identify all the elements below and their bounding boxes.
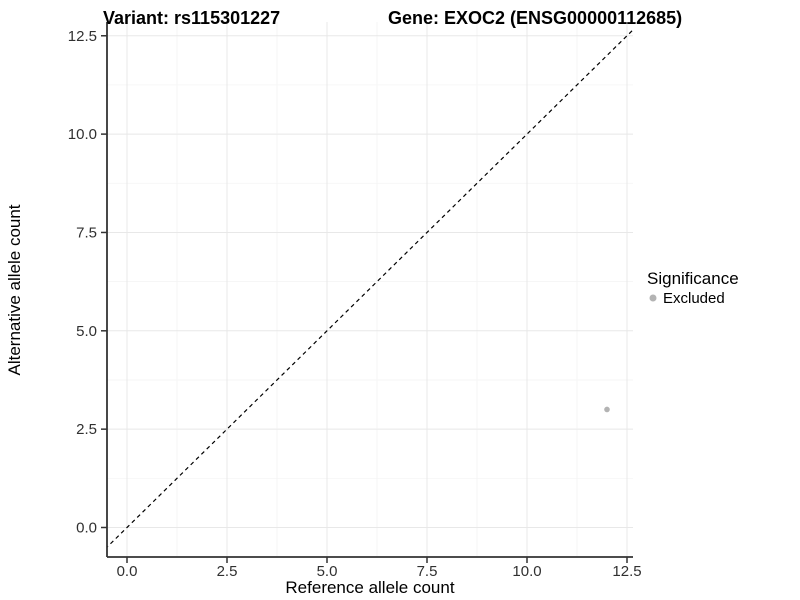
identity-reference-line [107,29,633,549]
plot-title-gene: Gene: EXOC2 (ENSG00000112685) [388,8,682,28]
legend: Significance Excluded [647,269,739,307]
major-gridlines [107,22,633,557]
legend-title: Significance [647,269,739,288]
x-tick-label: 7.5 [417,563,438,580]
x-tick-label: 0.0 [117,563,138,580]
legend-entry-excluded: Excluded [663,290,725,307]
x-tick-label: 5.0 [317,563,338,580]
minor-gridlines [107,22,633,557]
data-point-excluded [604,406,610,413]
legend-key-dot-excluded [649,294,657,302]
axis-tick-labels: 0.0 2.5 5.0 7.5 10.0 12.5 0.0 2.5 5.0 7.5 10.0 12.5 [68,28,642,580]
x-tick-label: 2.5 [217,563,238,580]
data-points [604,406,610,413]
x-axis-title: Reference allele count [285,578,454,597]
y-tick-label: 2.5 [76,421,97,438]
y-tick-label: 0.0 [76,519,97,536]
y-tick-label: 12.5 [68,28,97,45]
axis-tick-marks [101,35,628,563]
plot-title-variant: Variant: rs115301227 [103,8,280,28]
y-tick-label: 5.0 [76,323,97,340]
y-axis-title: Alternative allele count [5,204,24,375]
plot-panel [107,22,633,557]
y-tick-label: 7.5 [76,224,97,241]
x-tick-label: 10.0 [512,563,541,580]
x-tick-label: 12.5 [612,563,641,580]
y-tick-label: 10.0 [68,126,97,143]
